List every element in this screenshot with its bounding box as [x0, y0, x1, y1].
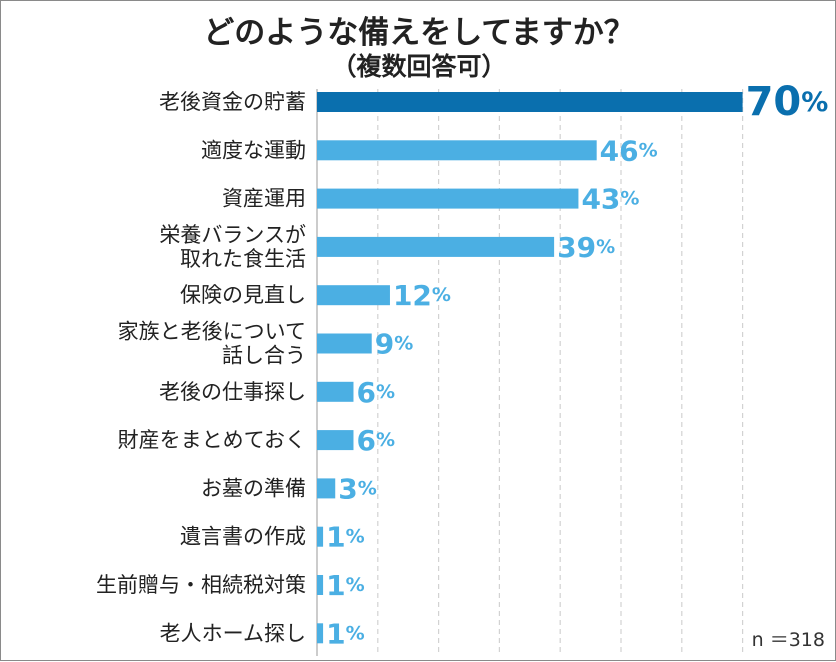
value-number: 1: [326, 520, 345, 553]
value-number: 6: [356, 375, 375, 408]
category-label: お墓の準備: [201, 476, 306, 500]
value-labels: 70%46%43%39%12%9%6%6%3%1%1%1%: [326, 79, 828, 650]
value-label: 9%: [375, 327, 414, 360]
bar: [317, 478, 336, 499]
value-number: 46: [600, 134, 639, 167]
bar: [317, 92, 743, 112]
value-unit: %: [346, 574, 365, 596]
category-label: 適度な運動: [201, 138, 306, 162]
bar: [317, 333, 372, 354]
value-unit: %: [639, 139, 658, 161]
category-label: 取れた食生活: [180, 247, 306, 271]
value-label: 70%: [746, 79, 829, 125]
bar: [317, 188, 579, 209]
category-labels: 老後資金の貯蓄適度な運動資産運用栄養バランスが取れた食生活保険の見直し家族と老後…: [96, 90, 306, 645]
category-label: 資産運用: [222, 187, 306, 211]
value-unit: %: [376, 381, 395, 403]
chart-subtitle: （複数回答可）: [331, 52, 507, 81]
value-number: 1: [326, 569, 345, 602]
value-label: 1%: [326, 569, 365, 602]
value-label: 39%: [557, 230, 615, 263]
value-unit: %: [346, 526, 365, 548]
value-unit: %: [376, 429, 395, 451]
value-number: 6: [356, 424, 375, 457]
value-label: 1%: [326, 520, 365, 553]
category-label: 老人ホーム探し: [160, 621, 306, 645]
category-label: 生前贈与・相続税対策: [96, 573, 306, 597]
value-unit: %: [358, 477, 377, 499]
bar: [317, 430, 354, 451]
value-number: 1: [326, 617, 345, 650]
category-label: 保険の見直し: [180, 283, 306, 307]
chart-title: どのような備えをしてますか？: [203, 15, 635, 51]
value-label: 46%: [600, 134, 658, 167]
bar: [317, 575, 324, 595]
category-label: 栄養バランスが: [159, 223, 306, 247]
value-number: 43: [581, 182, 620, 215]
category-label: 財産をまとめておく: [118, 428, 306, 452]
value-unit: %: [346, 622, 365, 644]
value-number: 12: [393, 279, 432, 312]
value-number: 9: [375, 327, 394, 360]
value-unit: %: [596, 236, 615, 258]
value-unit: %: [620, 188, 639, 210]
value-number: 3: [338, 472, 357, 505]
value-number: 70: [746, 79, 802, 125]
sample-size-note: n ＝318: [749, 625, 827, 652]
bar: [317, 381, 354, 402]
bar: [317, 236, 555, 257]
bar: [317, 526, 324, 547]
value-label: 6%: [356, 375, 395, 408]
value-unit: %: [801, 87, 828, 118]
grid-lines: [316, 89, 744, 656]
value-unit: %: [394, 333, 413, 355]
value-label: 3%: [338, 472, 377, 505]
category-label: 老後資金の貯蓄: [159, 90, 306, 114]
value-unit: %: [432, 284, 451, 306]
category-label: 老後の仕事探し: [159, 380, 306, 404]
value-label: 1%: [326, 617, 365, 650]
category-label: 話し合う: [222, 344, 306, 368]
value-label: 43%: [581, 182, 639, 215]
value-label: 6%: [356, 424, 395, 457]
bar: [317, 285, 390, 306]
value-number: 39: [557, 230, 596, 263]
bar: [317, 623, 324, 644]
bars: [317, 92, 743, 644]
category-label: 遺言書の作成: [180, 525, 306, 549]
bar: [317, 140, 597, 161]
category-label: 家族と老後について: [118, 320, 306, 344]
value-label: 12%: [393, 279, 451, 312]
